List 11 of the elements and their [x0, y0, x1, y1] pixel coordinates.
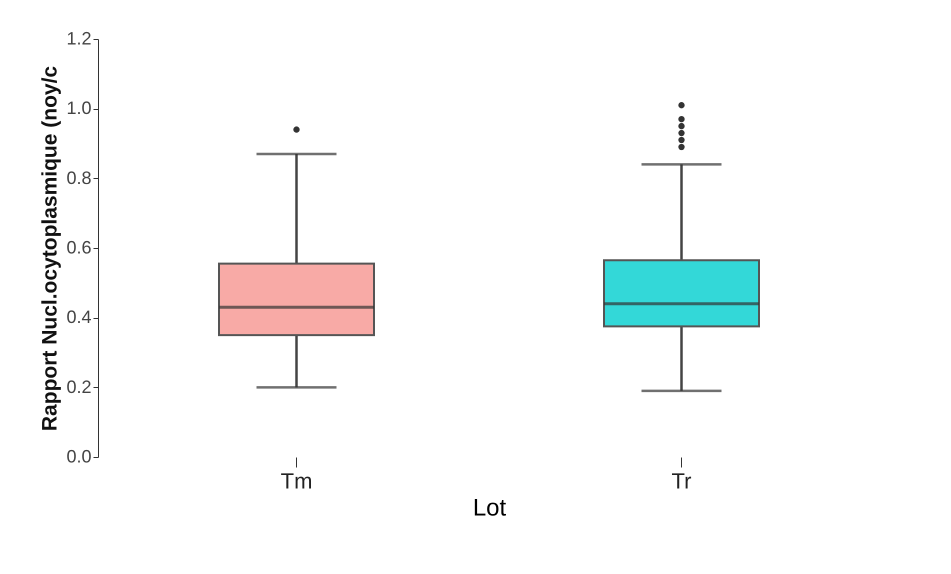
- y-tick-label: 0.0: [66, 446, 92, 466]
- y-tick-label: 1.0: [66, 98, 92, 118]
- y-tick-label: 1.2: [66, 28, 92, 48]
- y-tick-label: 0.6: [66, 238, 92, 258]
- x-tick-label: Tm: [280, 468, 312, 494]
- y-tick-label: 0.8: [66, 168, 92, 188]
- y-tick-label: 0.4: [66, 307, 92, 328]
- y-axis-title: Rapport Nucl.ocytoplasmique (noy/c: [38, 66, 62, 432]
- x-tick-label: Tr: [672, 468, 692, 494]
- x-axis-title: Lot: [472, 494, 507, 522]
- y-tick-label: 0.2: [66, 376, 92, 397]
